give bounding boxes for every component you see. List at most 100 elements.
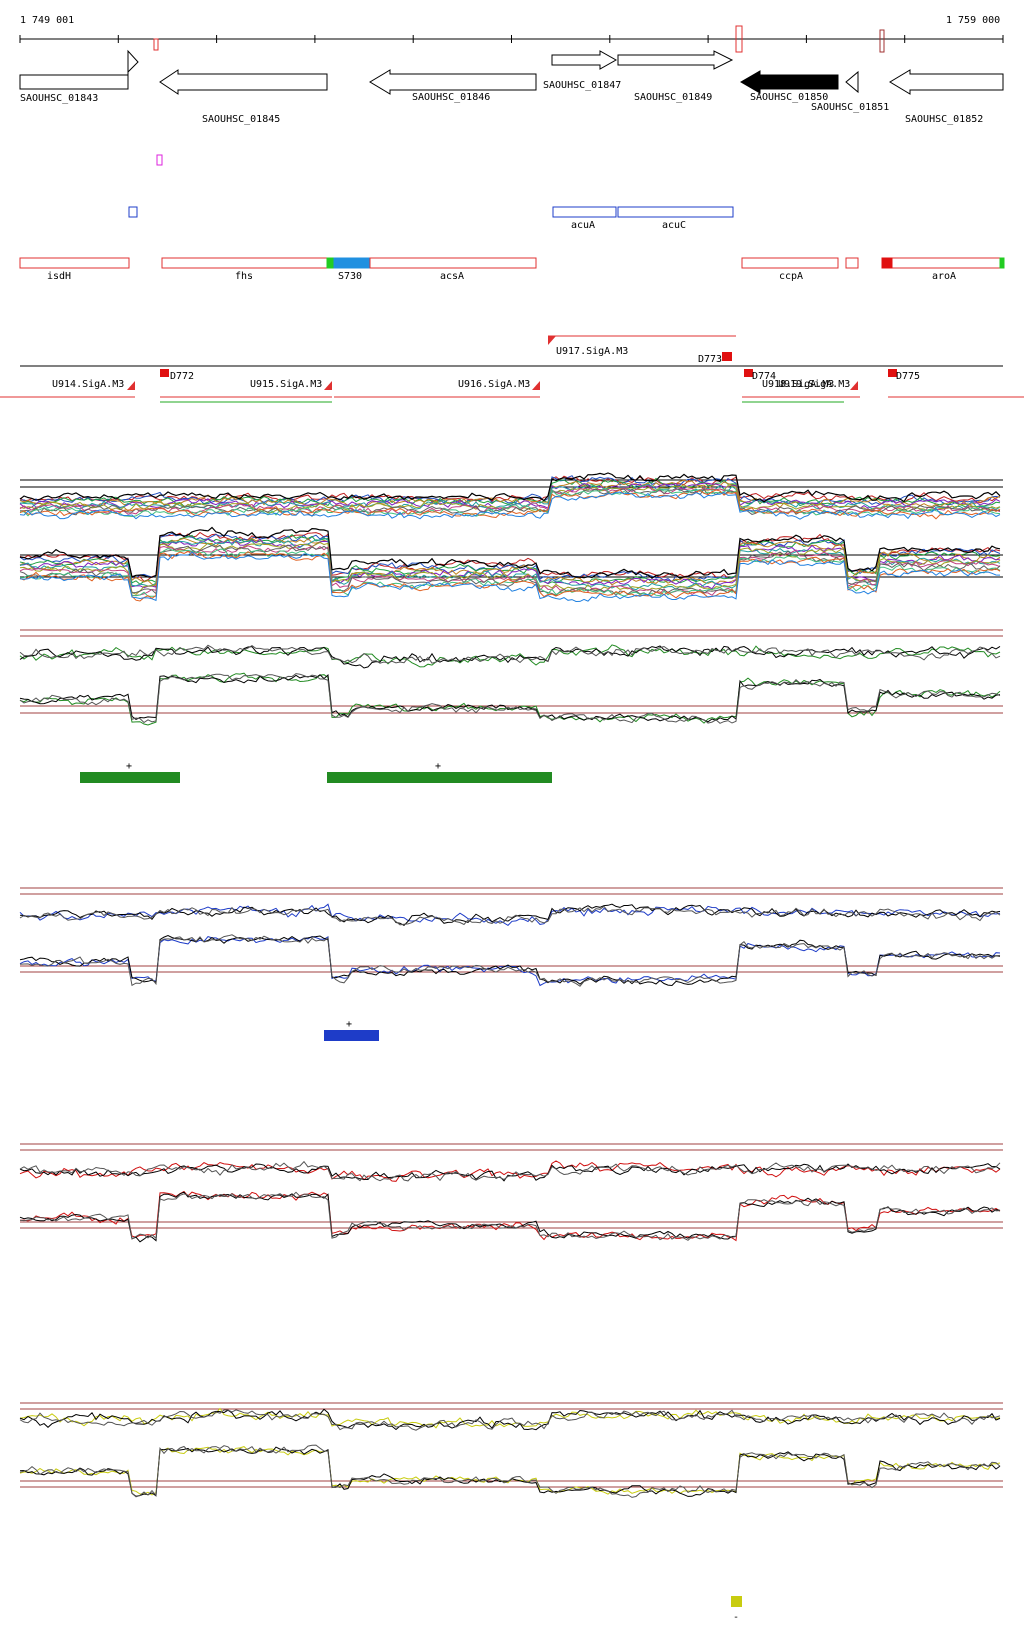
segment-bar[interactable] [327,772,552,783]
gene-label: SAOUHSC_01849 [634,92,712,103]
feature-marker[interactable] [156,154,163,166]
feature-fhs[interactable] [161,257,328,269]
downshift-label: D774 [752,371,776,382]
gene-arrow[interactable] [19,49,139,90]
gene-arrow[interactable] [740,70,839,94]
expression-trace [19,644,1001,668]
feature-S730[interactable] [333,257,371,269]
expression-trace [19,472,1001,503]
expression-trace [19,550,1001,602]
expression-trace [19,482,1001,511]
feature-isdH[interactable] [19,257,130,269]
blue-feature-track [552,206,734,218]
expression-trace [19,1446,1001,1496]
gene-label: SAOUHSC_01852 [905,114,983,125]
expression-panel-blue [19,887,1003,1041]
gene-label: SAOUHSC_01843 [20,93,98,104]
transcription-unit-track [0,335,1024,403]
gene-arrow[interactable] [159,69,328,95]
gene-label: SAOUHSC_01851 [811,102,889,113]
feature-label: aroA [932,271,956,282]
expression-trace [20,547,1001,597]
ruler-marker [735,25,743,53]
tu-label: U919.SigA.M3 [778,379,850,390]
ruler-marker [879,29,885,53]
ruler-end-label: 1 759 000 [946,15,1000,26]
gene-arrow[interactable] [617,50,734,70]
tu-label: U918.SigA.M3 [762,379,834,390]
segment-label: + [346,1019,352,1030]
expression-panel-red [19,1143,1003,1243]
downshift-label: D772 [170,371,194,382]
gene-label: SAOUHSC_01850 [750,92,828,103]
expression-trace [19,905,1001,926]
gene-label: SAOUHSC_01846 [412,92,490,103]
ruler-marker [153,38,159,51]
segment-bar[interactable] [80,772,180,783]
expression-trace [19,645,1001,669]
downshift-marker[interactable] [160,369,169,377]
downshift-label: D773 [698,354,722,365]
feature-label: acuA [571,220,595,231]
segment-label: - [733,1612,739,1623]
gene-label: SAOUHSC_01845 [202,114,280,125]
expression-trace [19,485,1001,515]
expression-trace [19,475,1001,504]
tu-start-flag [548,336,556,345]
downshift-marker[interactable] [744,369,753,377]
expression-panel-green [19,629,1003,783]
gene-arrow[interactable] [889,69,1004,95]
feature-green-block[interactable] [326,257,335,269]
expression-trace [19,1444,1001,1498]
tu-end-flag [127,381,135,390]
segment-bar[interactable] [324,1030,379,1041]
feature-acuC[interactable] [617,206,734,218]
expression-trace [20,488,1000,517]
gene-arrow[interactable] [845,70,859,94]
coordinate-ruler: 1 749 001 1 759 000 [19,15,1004,53]
expression-trace [19,537,1001,588]
expression-trace [19,903,1001,927]
tu-end-flag [324,381,332,390]
feature-small[interactable] [845,257,859,269]
feature-marker[interactable] [128,206,138,218]
expression-trace [19,934,1001,987]
feature-label: isdH [47,271,71,282]
expression-trace [19,644,1001,664]
expression-trace [19,544,1001,597]
segment-bar[interactable] [731,1596,742,1607]
downshift-marker[interactable] [888,369,897,377]
gene-label: SAOUHSC_01847 [543,80,621,91]
expression-trace [19,672,1001,726]
expression-trace [19,1191,1001,1243]
expression-trace [19,532,1001,583]
expression-trace [19,534,1001,585]
expression-trace [19,1409,1001,1431]
expression-trace [19,477,1001,508]
downshift-marker[interactable] [722,352,732,361]
downshift-label: D775 [896,371,920,382]
feature-acuA[interactable] [552,206,617,218]
tu-label: U914.SigA.M3 [52,379,124,390]
tu-end-flag [532,381,540,390]
expression-trace [19,1160,1001,1182]
feature-ccpA[interactable] [741,257,839,269]
expression-multi-panel [19,472,1003,603]
expression-trace [19,673,1001,724]
expression-trace [19,491,1001,520]
feature-aroA[interactable] [881,257,1004,269]
feature-label: S730 [338,271,362,282]
feature-acsA[interactable] [369,257,537,269]
red-feature-track [19,257,1005,269]
expression-trace [19,537,1001,591]
expression-trace [19,1160,1001,1182]
expression-trace [19,934,1001,987]
gene-arrow[interactable] [551,50,618,70]
tu-label: U917.SigA.M3 [556,346,628,357]
expression-panel-yellow [19,1402,1003,1607]
expression-trace [19,673,1001,723]
gene-arrow[interactable] [369,69,537,95]
segment-label: + [126,761,132,772]
feature-label: acuC [662,220,686,231]
